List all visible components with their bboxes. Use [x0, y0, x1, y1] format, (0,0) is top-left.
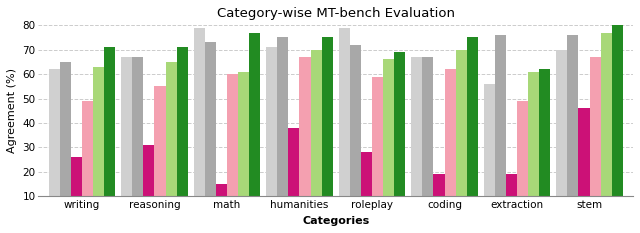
Bar	[445, 69, 456, 221]
Bar	[71, 157, 82, 221]
Bar	[506, 174, 517, 221]
Bar	[456, 50, 467, 221]
Bar	[589, 57, 601, 221]
Bar	[49, 69, 60, 221]
Bar	[433, 174, 445, 221]
Bar	[339, 28, 349, 221]
Bar	[205, 42, 216, 221]
Bar	[517, 101, 528, 221]
Bar	[361, 152, 372, 221]
Bar	[349, 45, 361, 221]
Bar	[177, 47, 188, 221]
Bar	[289, 128, 300, 221]
Bar	[277, 38, 289, 221]
Bar	[372, 77, 383, 221]
Bar	[266, 47, 277, 221]
Bar	[193, 28, 205, 221]
Bar	[467, 38, 478, 221]
Bar	[601, 33, 612, 221]
Bar	[300, 57, 310, 221]
Bar	[93, 67, 104, 221]
Bar	[143, 145, 154, 221]
Bar	[310, 50, 322, 221]
Bar	[249, 33, 260, 221]
Bar	[556, 50, 567, 221]
Bar	[484, 84, 495, 221]
Bar	[60, 62, 71, 221]
Bar	[612, 25, 623, 221]
Bar	[495, 35, 506, 221]
Bar	[166, 62, 177, 221]
X-axis label: Categories: Categories	[302, 216, 369, 226]
Bar	[383, 59, 394, 221]
Bar	[216, 184, 227, 221]
Bar	[422, 57, 433, 221]
Bar	[411, 57, 422, 221]
Bar	[238, 72, 249, 221]
Bar	[227, 74, 238, 221]
Bar	[528, 72, 540, 221]
Bar	[104, 47, 115, 221]
Bar	[322, 38, 333, 221]
Bar	[394, 52, 405, 221]
Bar	[121, 57, 132, 221]
Title: Category-wise MT-bench Evaluation: Category-wise MT-bench Evaluation	[217, 7, 455, 20]
Bar	[82, 101, 93, 221]
Bar	[154, 86, 166, 221]
Bar	[540, 69, 550, 221]
Y-axis label: Agreement (%): Agreement (%)	[7, 68, 17, 153]
Bar	[579, 108, 589, 221]
Bar	[132, 57, 143, 221]
Bar	[567, 35, 579, 221]
